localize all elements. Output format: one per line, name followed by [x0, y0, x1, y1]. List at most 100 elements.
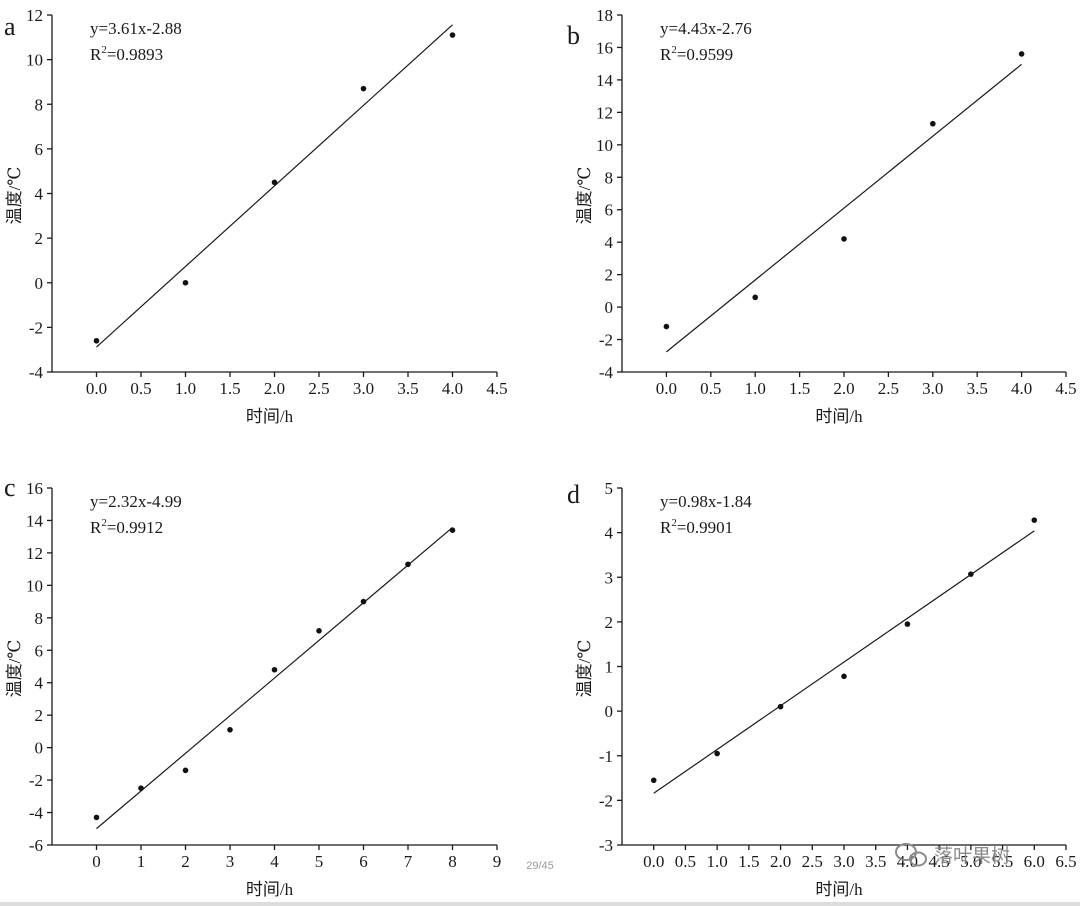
panel-b-data-point — [841, 236, 847, 242]
panel-b-y-tick-label: 16 — [596, 38, 613, 57]
panel-d-y-tick-label: -1 — [599, 747, 613, 766]
panel-a-x-tick-label: 2.0 — [264, 379, 285, 398]
panel-b-x-axis-title: 时间/h — [815, 407, 863, 426]
panel-d-x-tick-label: 1.5 — [738, 852, 759, 871]
panel-d-y-tick-label: -2 — [599, 791, 613, 810]
panel-d-x-tick-label: 2.0 — [770, 852, 791, 871]
panel-b-r-squared: R2=0.9599 — [660, 44, 733, 64]
panel-c-y-tick-label: 10 — [26, 576, 43, 595]
panel-d-fit-line — [653, 530, 1035, 794]
panel-a-y-tick-label: 10 — [26, 51, 43, 70]
panel-c-data-point — [138, 785, 144, 792]
panel-a-x-tick-label: 3.0 — [353, 379, 374, 398]
panel-d-x-tick-label: 6.5 — [1055, 852, 1076, 871]
panel-c-letter: c — [4, 473, 16, 502]
panel-d-x-tick-label: 5.5 — [992, 852, 1013, 871]
panel-a-y-tick-label: -2 — [29, 318, 43, 337]
panel-c-x-tick-label: 5 — [315, 852, 324, 871]
panel-d-data-point — [650, 777, 657, 784]
panel-a-letter: a — [4, 12, 16, 41]
wechat-icon — [895, 843, 927, 867]
panel-c-data-point — [182, 767, 189, 774]
panel-b-y-tick-label: 12 — [596, 103, 613, 122]
panel-b-data-point — [663, 323, 670, 330]
panel-c-data-point — [405, 561, 411, 568]
panel-b-y-tick-label: 18 — [596, 6, 613, 25]
panel-d-data-point — [777, 703, 784, 710]
panel-b-x-tick-label: 0.0 — [656, 379, 677, 398]
panel-c-x-tick-label: 0 — [92, 852, 101, 871]
panel-a-y-tick-label: 2 — [35, 229, 44, 248]
panel-a-y-tick-label: 12 — [26, 6, 43, 25]
panel-b-data-point — [752, 294, 758, 301]
panel-c-y-tick-label: 6 — [35, 641, 44, 660]
panel-c-x-tick-label: 1 — [137, 852, 146, 871]
panel-d-y-tick-label: 3 — [605, 568, 614, 587]
panel-c-x-axis-title: 时间/h — [246, 880, 294, 899]
panel-c-data-point — [271, 666, 278, 673]
panel-a-x-tick-label: 4.0 — [442, 379, 463, 398]
panel-d-x-tick-label: 3.5 — [865, 852, 886, 871]
panel-d-y-tick-label: 2 — [605, 613, 614, 632]
panel-c-y-tick-label: 4 — [35, 674, 44, 693]
panel-a-data-point — [360, 85, 367, 92]
panel-b-data-point — [1018, 51, 1025, 57]
panel-c-x-tick-label: 2 — [181, 852, 190, 871]
panel-d-x-tick-label: 0.0 — [643, 852, 664, 871]
panel-a-r-squared: R2=0.9893 — [90, 44, 163, 64]
panel-b-y-tick-label: 4 — [605, 233, 614, 252]
panel-b-x-tick-label: 2.0 — [833, 379, 854, 398]
watermark: 落叶果树 — [895, 843, 1010, 867]
panel-c-data-point — [449, 527, 456, 533]
panel-b-fit-line — [666, 63, 1022, 353]
panel-b-y-tick-label: 2 — [605, 266, 614, 285]
panel-d-data-point — [1031, 517, 1038, 523]
panel-c-data-point — [360, 598, 367, 605]
panel-b-x-tick-label: 3.5 — [967, 379, 988, 398]
panel-d-y-tick-label: 4 — [605, 524, 614, 543]
panel-c-data-point — [316, 628, 322, 634]
panel-d-x-axis-title: 时间/h — [815, 880, 863, 899]
panel-c-x-tick-label: 4 — [270, 852, 279, 871]
panel-b-y-tick-label: 10 — [596, 136, 613, 155]
panel-a-y-tick-label: -4 — [29, 363, 44, 382]
panel-d-equation: y=0.98x-1.84 — [660, 492, 752, 511]
panel-b-x-tick-label: 4.0 — [1011, 379, 1032, 398]
panel-d-x-tick-label: 5.0 — [960, 852, 981, 871]
panel-c-fit-line — [96, 526, 453, 830]
panel-a-x-tick-label: 3.5 — [397, 379, 418, 398]
panel-d-x-tick-label: 2.5 — [802, 852, 823, 871]
panel-b-x-tick-label: 4.5 — [1055, 379, 1076, 398]
panel-c-y-tick-label: 0 — [35, 739, 44, 758]
panel-a-data-point — [182, 279, 189, 286]
panel-d-y-axis-title: 温度/℃ — [575, 640, 594, 698]
panel-d-x-tick-label: 3.0 — [833, 852, 854, 871]
panel-b-y-tick-label: 14 — [596, 71, 614, 90]
panel-b: b -4 -2 0 2 4 6 8 10 12 14 16 18 0.0 0.5 1.0 1.5 2.0 2.5 3.… — [567, 6, 1077, 426]
panel-b-letter: b — [567, 21, 580, 50]
panel-a-data-point — [271, 179, 278, 186]
panel-d-x-tick-label: 6.0 — [1024, 852, 1045, 871]
panel-c-x-tick-label: 6 — [359, 852, 368, 871]
panel-b-x-tick-label: 0.5 — [700, 379, 721, 398]
panel-a-x-tick-label: 1.5 — [219, 379, 240, 398]
panel-d-y-tick-label: 0 — [605, 702, 614, 721]
panel-a-y-tick-label: 0 — [35, 274, 44, 293]
panel-b-y-axis-title: 温度/℃ — [575, 167, 594, 225]
bottom-rule — [0, 902, 1080, 906]
panel-d-y-tick-label: -3 — [599, 836, 613, 855]
panel-d-x-tick-label: 4.5 — [929, 852, 950, 871]
panel-c-x-tick-label: 9 — [493, 852, 502, 871]
panel-a-y-tick-label: 8 — [35, 95, 44, 114]
panel-d-r-squared: R2=0.9901 — [660, 517, 733, 537]
panel-c-y-tick-label: -6 — [29, 836, 43, 855]
panel-d-data-point — [968, 571, 974, 577]
panel-b-y-tick-label: 8 — [605, 168, 614, 187]
panel-d-data-point — [841, 673, 847, 680]
panel-b-equation: y=4.43x-2.76 — [660, 19, 752, 38]
panel-d-x-tick-label: 1.0 — [707, 852, 728, 871]
panel-d-data-point — [904, 621, 911, 627]
panel-b-x-tick-label: 3.0 — [922, 379, 943, 398]
